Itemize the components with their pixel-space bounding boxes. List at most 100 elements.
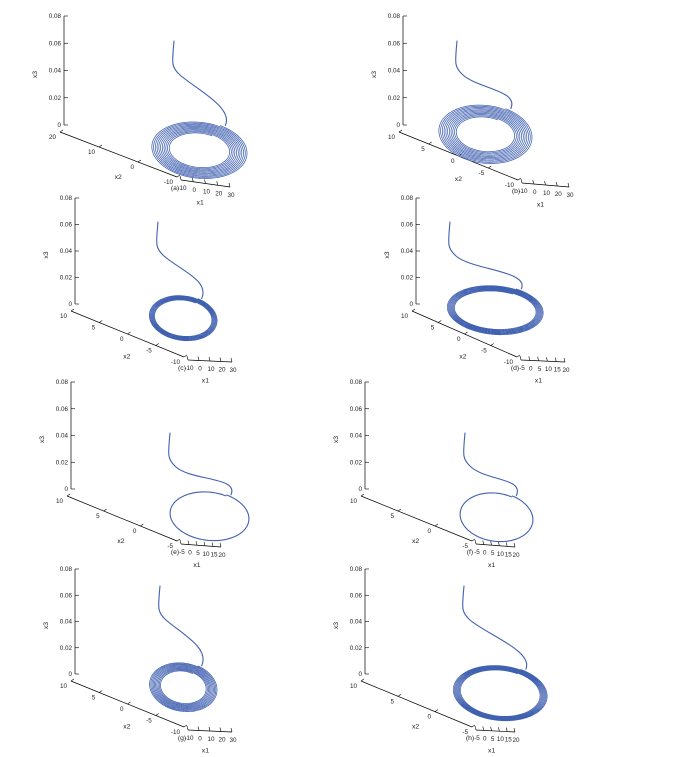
x-tick-mark <box>505 542 508 547</box>
x-tick-label: -5 <box>179 549 185 556</box>
panel-e: 0.08 0.06 0.04 0.02 0 x3 10 5 0 -5 x2 -5 0 5 10 15 20 x1(… <box>0 376 336 569</box>
x-tick-mark <box>211 542 214 547</box>
y-tick-mark <box>99 320 103 323</box>
y-axis <box>360 495 473 542</box>
z-tick-label: 0.02 <box>350 459 363 466</box>
y-axis <box>66 495 178 542</box>
x-tick-label: 10 <box>497 736 505 743</box>
z-tick-label: 0 <box>57 122 61 129</box>
z-tick-label: 0.04 <box>388 68 401 75</box>
y-tick-label: -10 <box>171 729 181 736</box>
x-tick-label: 0 <box>529 365 533 372</box>
y-axis-label: x2 <box>412 724 419 731</box>
panel-caption: (d) <box>511 365 519 372</box>
z-tick-label: 0.04 <box>401 248 414 255</box>
y-tick-label: 10 <box>60 683 68 690</box>
y-axis-label: x2 <box>115 174 122 181</box>
y-tick-label: 0 <box>133 528 137 535</box>
y-tick-mark <box>155 343 159 346</box>
x-tick-mark <box>219 542 222 548</box>
z-tick-label: 0.02 <box>60 275 73 282</box>
y-tick-label: -5 <box>462 729 468 736</box>
z-axis-label: x3 <box>39 436 46 443</box>
x-tick-mark <box>498 541 500 546</box>
x-tick-mark <box>546 357 548 362</box>
x-axis-label: x1 <box>202 378 209 385</box>
z-tick-label: 0.06 <box>49 40 62 47</box>
x-tick-label: 5 <box>491 550 495 557</box>
panel-a: 0.08 0.06 0.04 0.02 0 x3 20 10 0 -10 x2 -10 0 10 20 30 x… <box>0 5 336 206</box>
y-tick-label: -5 <box>462 543 468 550</box>
x-axis <box>520 359 566 363</box>
x-tick-mark <box>230 727 233 733</box>
trajectory-spiral <box>459 492 534 543</box>
panel-caption: (g) <box>178 735 186 742</box>
y-tick-label: 10 <box>350 498 358 505</box>
y-tick-mark <box>397 694 402 697</box>
x-tick-mark <box>216 181 219 186</box>
z-tick-label: 0.02 <box>401 275 414 282</box>
panel-d: 0.08 0.06 0.04 0.02 0 x3 10 5 0 -5 -10 x2 -5 0 5 10 15 20… <box>337 192 673 385</box>
panel-caption: (h) <box>466 735 474 742</box>
z-tick-label: 0.08 <box>60 195 73 202</box>
trajectory-tail <box>156 221 204 299</box>
y-tick-mark <box>99 690 103 693</box>
y-tick-label: 10 <box>60 313 68 320</box>
y-tick-label: -5 <box>146 718 152 725</box>
z-tick-label: 0.08 <box>49 13 62 20</box>
x-tick-mark <box>197 726 200 731</box>
y-tick-label: -5 <box>146 348 152 355</box>
x-axis-label: x1 <box>535 378 542 385</box>
z-axis-label: x3 <box>333 622 340 629</box>
y-axis-label: x2 <box>412 538 419 545</box>
x-tick-mark <box>513 727 516 733</box>
panel-caption: (f) <box>467 549 473 556</box>
x-tick-mark <box>230 357 233 363</box>
panel-b: 0.08 0.06 0.04 0.02 0 x3 10 5 0 -5 -10 x2 -10 0 10 20 30… <box>337 5 673 208</box>
y-tick-mark <box>516 354 521 358</box>
trajectory-spiral <box>148 295 218 342</box>
x-tick-mark <box>203 541 206 546</box>
x-axis <box>475 543 516 548</box>
y-tick-label: 0 <box>427 528 431 535</box>
y-tick-mark <box>428 141 432 145</box>
x-tick-label: 0 <box>198 736 202 743</box>
y-tick-mark <box>70 308 75 312</box>
y-tick-mark <box>176 174 181 178</box>
trajectory-tail <box>462 585 528 670</box>
x-tick-mark <box>208 356 211 362</box>
x-tick-mark <box>537 356 539 361</box>
z-tick-label: 0.08 <box>401 195 414 202</box>
x-tick-label: 30 <box>229 737 237 744</box>
panel-f: 0.08 0.06 0.04 0.02 0 x3 10 5 0 -5 x2 -5 0 5 10 15 20 x1(… <box>333 376 673 569</box>
x-tick-label: 0 <box>192 187 196 194</box>
y-tick-mark <box>140 523 144 527</box>
trajectory-tail <box>455 40 513 110</box>
x-tick-label: 20 <box>555 191 563 198</box>
x-tick-mark <box>191 177 194 182</box>
x-axis-label: x1 <box>193 562 200 569</box>
x-tick-mark <box>528 356 531 361</box>
z-axis-label: x3 <box>43 251 50 258</box>
y-tick-label: 5 <box>92 695 96 702</box>
y-tick-label: 0 <box>120 706 124 713</box>
z-tick-label: 0.08 <box>60 566 73 573</box>
trajectory-spiral <box>169 491 250 542</box>
x-tick-mark <box>219 357 222 362</box>
y-tick-label: 0 <box>457 336 461 343</box>
trajectory-tail <box>463 432 518 497</box>
z-tick-label: 0.06 <box>56 406 69 413</box>
y-tick-mark <box>66 493 71 497</box>
z-tick-label: 0.02 <box>350 645 363 652</box>
z-tick-label: 0.06 <box>60 222 73 229</box>
x-tick-mark <box>490 541 492 546</box>
z-tick-label: 0.08 <box>388 13 401 20</box>
x-tick-label: 20 <box>215 190 223 197</box>
z-axis-label: x3 <box>371 71 378 78</box>
y-tick-label: 5 <box>92 325 96 332</box>
x-tick-label: 10 <box>203 189 211 196</box>
